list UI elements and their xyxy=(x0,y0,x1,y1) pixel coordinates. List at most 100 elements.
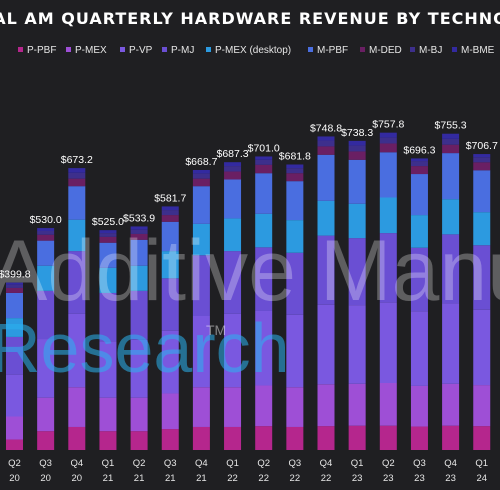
bar-segment-12-8 xyxy=(379,132,397,138)
tick-label-q-13: Q3 xyxy=(413,458,426,469)
bar-segment-13-8 xyxy=(410,158,428,162)
bar-segment-0-3 xyxy=(6,336,23,375)
bar-segment-6-2 xyxy=(192,316,210,388)
bar-segment-10-1 xyxy=(317,384,335,427)
bar-segment-7-1 xyxy=(224,387,242,427)
bar-segment-11-5 xyxy=(348,159,366,204)
legend-swatch-2 xyxy=(120,47,125,52)
bar-segment-3-5 xyxy=(99,242,117,268)
bar-segment-13-7 xyxy=(410,161,428,167)
tick-label-yr-11: 23 xyxy=(352,473,363,484)
tick-label-yr-4: 21 xyxy=(134,473,145,484)
tick-label-q-2: Q4 xyxy=(70,458,83,469)
bar-segment-12-1 xyxy=(379,383,397,426)
legend-swatch-6 xyxy=(360,47,365,52)
bar-segment-14-5 xyxy=(442,153,460,200)
bar-segment-11-1 xyxy=(348,383,366,426)
bar-segment-2-4 xyxy=(68,219,86,252)
bar-segment-0-0 xyxy=(6,439,23,450)
bar-segment-14-0 xyxy=(442,425,460,450)
bar-segment-8-1 xyxy=(255,385,273,427)
bar-segment-6-7 xyxy=(192,173,210,179)
bar-segment-13-0 xyxy=(410,426,428,450)
total-label-13: $696.3 xyxy=(403,144,435,156)
bar-segment-15-0 xyxy=(473,426,491,450)
bar-segment-15-2 xyxy=(473,309,491,386)
bar-segment-13-5 xyxy=(410,174,428,216)
bar-segment-15-7 xyxy=(473,157,491,163)
total-label-10: $748.8 xyxy=(310,122,342,134)
bar-segment-4-3 xyxy=(130,290,148,340)
bar-segment-14-7 xyxy=(442,138,460,145)
bar-segment-0-2 xyxy=(6,374,23,417)
bar-segment-4-8 xyxy=(130,226,148,230)
tick-label-q-8: Q2 xyxy=(257,458,270,469)
bar-segment-8-5 xyxy=(255,173,273,214)
legend-swatch-8 xyxy=(452,47,457,52)
bar-segment-11-7 xyxy=(348,145,366,152)
bar-segment-2-6 xyxy=(68,178,86,187)
tick-label-q-12: Q2 xyxy=(382,458,395,469)
legend-label-1: P-MEX xyxy=(75,45,107,56)
bar-segment-10-6 xyxy=(317,146,335,155)
total-label-14: $755.3 xyxy=(435,120,467,132)
bar-segment-15-3 xyxy=(473,245,491,310)
legend-swatch-0 xyxy=(18,47,23,52)
bar-segment-6-6 xyxy=(192,178,210,187)
bar-segment-14-6 xyxy=(442,144,460,154)
bar-segment-11-0 xyxy=(348,425,366,450)
tick-label-q-1: Q3 xyxy=(39,458,52,469)
bar-segment-9-4 xyxy=(286,220,304,253)
bar-segment-6-0 xyxy=(192,426,210,450)
tick-label-q-6: Q4 xyxy=(195,458,208,469)
tick-label-q-15: Q1 xyxy=(475,458,488,469)
bar-segment-5-6 xyxy=(161,215,179,222)
bar-segment-1-0 xyxy=(37,431,55,450)
bar-segment-12-7 xyxy=(379,137,397,144)
bar-segment-7-0 xyxy=(224,426,242,450)
legend: P-PBF P-MEX P-VP P-MJ P-MEX (desktop) M-PBF M-… xyxy=(18,45,495,56)
total-label-12: $757.8 xyxy=(372,119,404,131)
total-labels: $399.8 $530.0 $673.2 $525.0 $533.9 $581.7 $668… xyxy=(0,119,498,281)
legend-label-3: P-MJ xyxy=(171,45,194,56)
bar-segment-4-2 xyxy=(130,339,148,398)
tick-label-yr-15: 24 xyxy=(476,473,487,484)
bar-segment-2-3 xyxy=(68,251,86,314)
tick-label-yr-0: 20 xyxy=(9,473,20,484)
bar-segment-1-4 xyxy=(37,265,55,291)
tick-label-yr-7: 22 xyxy=(227,473,238,484)
bar-segment-15-1 xyxy=(473,385,491,427)
bar-segment-15-8 xyxy=(473,154,491,158)
bar-segment-12-6 xyxy=(379,143,397,153)
bar-segment-1-5 xyxy=(37,240,55,266)
bar-segment-4-5 xyxy=(130,239,148,266)
bar-segment-2-1 xyxy=(68,387,86,427)
bar-segment-11-2 xyxy=(348,305,366,384)
tick-label-yr-1: 20 xyxy=(40,473,51,484)
legend-label-7: M-BJ xyxy=(419,45,442,56)
bar-segment-6-4 xyxy=(192,223,210,256)
bar-segment-13-6 xyxy=(410,166,428,175)
bar-segment-4-1 xyxy=(130,397,148,432)
bar-segment-11-3 xyxy=(348,238,366,306)
bar-segment-4-0 xyxy=(130,431,148,450)
bar-segment-1-7 xyxy=(37,230,55,235)
tick-label-q-4: Q2 xyxy=(133,458,146,469)
tick-label-yr-3: 21 xyxy=(103,473,114,484)
bar-segment-12-0 xyxy=(379,425,397,450)
total-label-7: $687.3 xyxy=(216,148,248,160)
bar-segment-7-3 xyxy=(224,251,242,314)
tick-label-yr-13: 23 xyxy=(414,473,425,484)
watermark-line2: Research xyxy=(0,309,290,387)
bar-segment-8-6 xyxy=(255,164,273,174)
bar-segment-0-8 xyxy=(6,282,23,285)
legend-label-8: M-BME xyxy=(461,45,495,56)
bar-segment-11-8 xyxy=(348,140,366,146)
total-label-0: $399.8 xyxy=(0,269,31,281)
bar-segment-3-0 xyxy=(99,431,117,450)
bar-segment-0-6 xyxy=(6,287,23,293)
legend-label-2: P-VP xyxy=(129,45,153,56)
watermark-tm: TM xyxy=(206,322,226,338)
bar-segment-2-5 xyxy=(68,186,86,220)
bar-segment-8-8 xyxy=(255,156,273,160)
